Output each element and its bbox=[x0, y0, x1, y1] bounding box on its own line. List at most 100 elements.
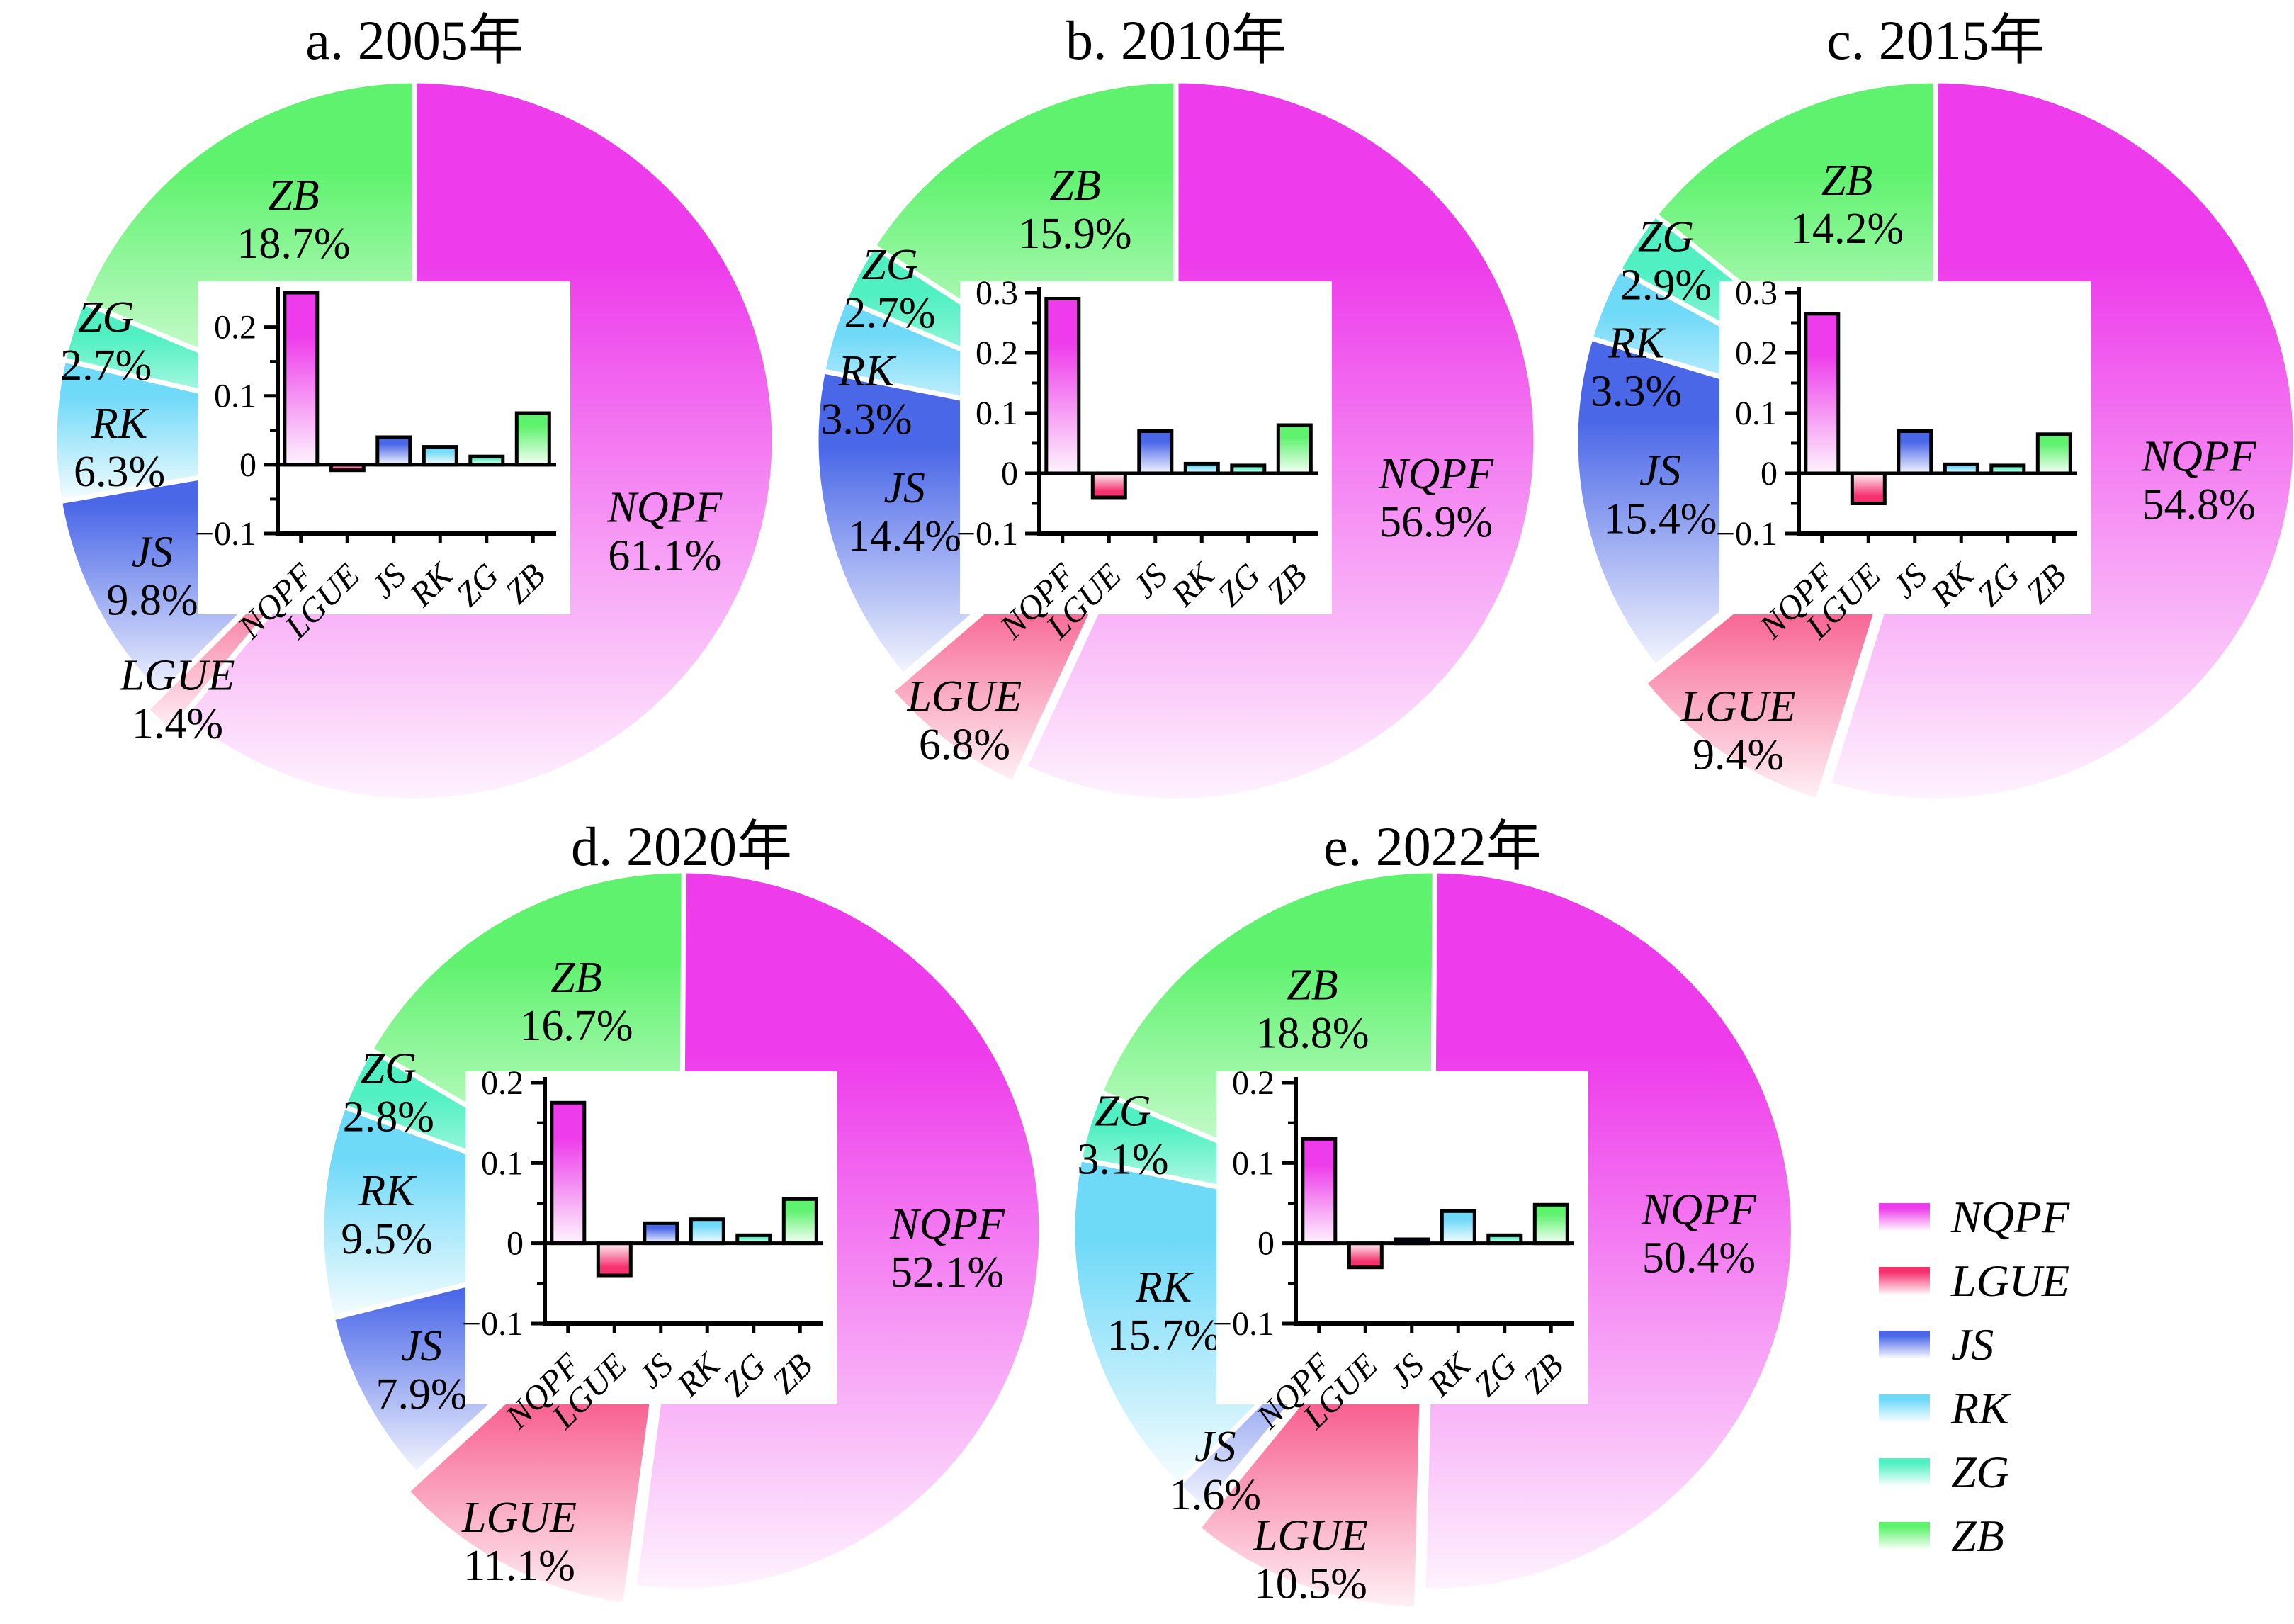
bar-d-zb bbox=[781, 1197, 818, 1246]
legend-label-lgue: LGUE bbox=[1951, 1256, 2070, 1306]
y-tick-label: −0.1 bbox=[462, 1305, 524, 1343]
pie-label-a-nqpf: NQPF 61.1% bbox=[606, 483, 723, 580]
pie-label-a-rk: RK 6.3% bbox=[74, 400, 165, 496]
pie-label-d-js: JS 7.9% bbox=[376, 1322, 468, 1419]
pie-label-c-zb: ZB 14.2% bbox=[1790, 157, 1904, 253]
legend-swatch-rk bbox=[1879, 1394, 1930, 1423]
pie-label-d-lgue: LGUE 11.1% bbox=[461, 1494, 577, 1590]
pie-slice-d-nqpf bbox=[631, 868, 1044, 1594]
pie-label-c-nqpf: NQPF 54.8% bbox=[2141, 433, 2257, 529]
bar-a-zb bbox=[514, 411, 551, 467]
pie-label-e-lgue: LGUE 10.5% bbox=[1253, 1511, 1368, 1608]
y-tick-label: −0.1 bbox=[1213, 1305, 1275, 1343]
pie-label-e-nqpf: NQPF 50.4% bbox=[1641, 1186, 1757, 1282]
legend-swatch-zb bbox=[1879, 1522, 1930, 1550]
legend-label-js: JS bbox=[1951, 1319, 1994, 1370]
y-tick-label: 0 bbox=[507, 1225, 524, 1263]
pie-label-b-zb: ZB 15.9% bbox=[1018, 162, 1131, 258]
legend-swatch-zg bbox=[1879, 1458, 1930, 1487]
panel-title-2010: b. 2010年 bbox=[1065, 9, 1287, 71]
y-tick-label: 0.2 bbox=[481, 1064, 524, 1102]
pie-label-c-lgue: LGUE 9.4% bbox=[1680, 683, 1796, 779]
legend-item-nqpf: NQPF bbox=[1879, 1195, 2069, 1240]
pie-label-e-js: JS 1.6% bbox=[1170, 1423, 1261, 1519]
pie-label-b-lgue: LGUE 6.8% bbox=[906, 672, 1022, 769]
bar-c-zb bbox=[2035, 432, 2072, 475]
legend-item-lgue: LGUE bbox=[1879, 1258, 2069, 1304]
y-tick-label: −0.1 bbox=[1716, 515, 1778, 553]
bar-b-zb bbox=[1276, 423, 1313, 475]
pie-label-e-zb: ZB 18.8% bbox=[1255, 961, 1369, 1057]
y-tick-label: 0.2 bbox=[976, 334, 1018, 372]
y-tick-label: 0.1 bbox=[1232, 1144, 1275, 1182]
y-tick-label: 0.2 bbox=[1232, 1064, 1275, 1102]
legend-item-zb: ZB bbox=[1879, 1513, 2069, 1559]
pie-label-b-rk: RK 3.3% bbox=[820, 347, 912, 444]
bar-a-rk bbox=[422, 445, 458, 467]
pie-label-e-rk: RK 15.7% bbox=[1107, 1263, 1221, 1360]
pie-label-c-js: JS 15.4% bbox=[1603, 447, 1717, 543]
legend-item-js: JS bbox=[1879, 1322, 2069, 1368]
bar-e-nqpf bbox=[1301, 1137, 1338, 1246]
y-tick-label: 0.1 bbox=[214, 378, 256, 415]
pie-label-a-lgue: LGUE 1.4% bbox=[120, 651, 235, 748]
y-tick-label: 0.1 bbox=[976, 395, 1018, 432]
pie-label-a-zg: ZG 2.7% bbox=[60, 293, 152, 390]
y-tick-label: 0.3 bbox=[1735, 274, 1778, 312]
pie-label-b-js: JS 14.4% bbox=[848, 464, 961, 560]
y-tick-label: 0.1 bbox=[481, 1144, 524, 1182]
bar-c-nqpf bbox=[1804, 312, 1841, 475]
pie-label-a-zb: ZB 18.7% bbox=[237, 171, 350, 268]
y-tick-label: 0.3 bbox=[976, 274, 1018, 312]
pie-slice-e-nqpf bbox=[1420, 868, 1796, 1594]
pie-label-d-nqpf: NQPF 52.1% bbox=[889, 1200, 1005, 1297]
bar-b-lgue bbox=[1090, 471, 1127, 500]
panel-title-2022: e. 2022年 bbox=[1323, 816, 1542, 877]
y-tick-label: 0.2 bbox=[214, 309, 256, 346]
bar-d-lgue bbox=[596, 1241, 633, 1278]
bar-e-rk bbox=[1440, 1209, 1476, 1246]
pie-label-d-rk: RK 9.5% bbox=[341, 1167, 432, 1263]
y-tick-label: 0 bbox=[239, 446, 256, 484]
legend-label-zg: ZG bbox=[1951, 1447, 2009, 1497]
y-tick-label: 0 bbox=[1761, 455, 1778, 492]
legend: NQPF LGUE JS RK ZG ZB bbox=[1879, 1195, 2069, 1577]
pie-label-b-nqpf: NQPF 56.9% bbox=[1378, 450, 1494, 546]
bar-a-js bbox=[375, 435, 412, 467]
bar-d-nqpf bbox=[550, 1100, 587, 1246]
y-tick-label: 0.2 bbox=[1735, 334, 1778, 372]
panel-title-2015: c. 2015年 bbox=[1826, 9, 2045, 71]
y-tick-label: 0.1 bbox=[1735, 395, 1778, 432]
pie-label-c-rk: RK 3.3% bbox=[1590, 320, 1682, 416]
panel-title-2005: a. 2005年 bbox=[305, 9, 524, 71]
y-tick-label: −0.1 bbox=[956, 515, 1018, 553]
pie-label-c-zg: ZG 2.9% bbox=[1620, 213, 1712, 310]
bar-d-js bbox=[643, 1221, 679, 1246]
legend-item-zg: ZG bbox=[1879, 1450, 2069, 1495]
panel-title-2020: d. 2020年 bbox=[570, 816, 793, 877]
bar-a-nqpf bbox=[283, 291, 320, 467]
bar-b-nqpf bbox=[1044, 297, 1081, 475]
bar-b-js bbox=[1137, 429, 1174, 475]
legend-swatch-nqpf bbox=[1879, 1203, 1930, 1231]
legend-swatch-js bbox=[1879, 1331, 1930, 1359]
pie-label-e-zg: ZG 3.1% bbox=[1077, 1088, 1168, 1184]
bar-e-zb bbox=[1532, 1202, 1569, 1246]
pie-label-a-js: JS 9.8% bbox=[106, 528, 198, 624]
legend-label-zb: ZB bbox=[1951, 1511, 2004, 1561]
legend-item-rk: RK bbox=[1879, 1386, 2069, 1431]
y-tick-label: 0 bbox=[1001, 455, 1018, 492]
bar-c-lgue bbox=[1850, 471, 1887, 505]
y-tick-label: 0 bbox=[1258, 1225, 1275, 1263]
bar-d-rk bbox=[689, 1217, 725, 1246]
y-tick-label: −0.1 bbox=[195, 515, 256, 553]
bar-e-lgue bbox=[1347, 1241, 1384, 1270]
legend-label-nqpf: NQPF bbox=[1951, 1192, 2070, 1242]
pie-label-d-zb: ZB 16.7% bbox=[519, 954, 633, 1050]
